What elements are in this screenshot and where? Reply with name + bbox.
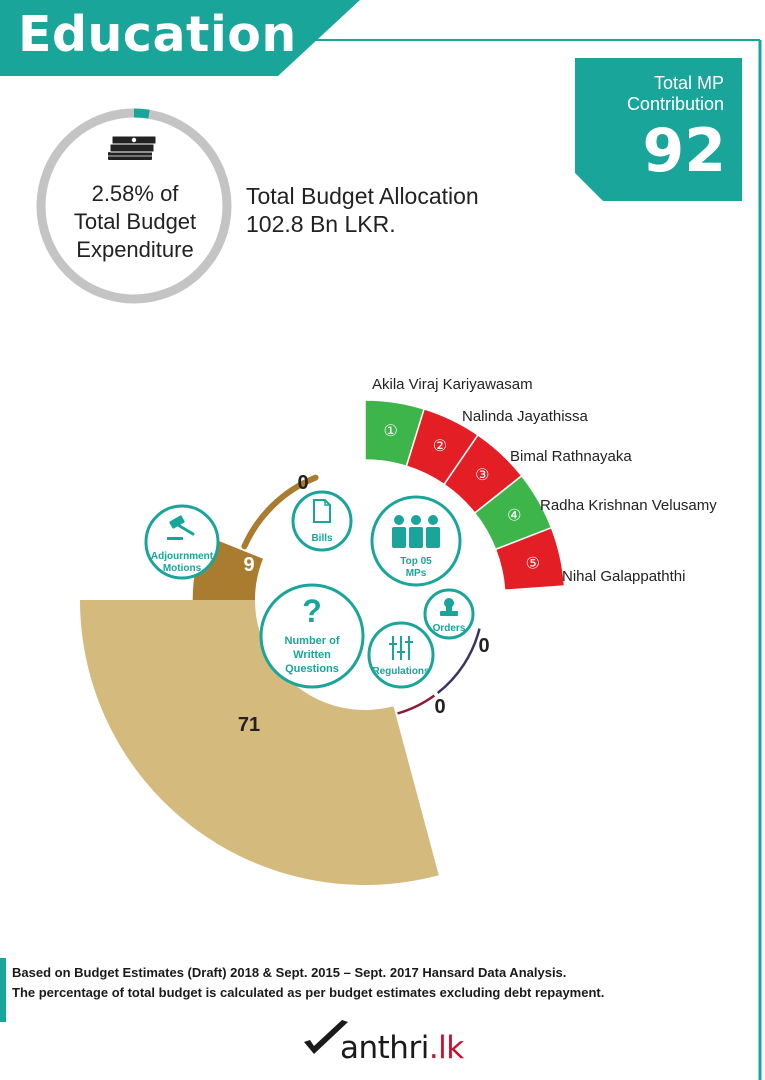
brand-check-icon	[304, 1020, 348, 1054]
sliders-icon	[389, 636, 413, 660]
bills-hub: Bills	[291, 490, 353, 552]
top-mps-hub: Top 05 MPs	[370, 495, 462, 587]
stamp-icon	[440, 598, 458, 616]
footer-note: Based on Budget Estimates (Draft) 2018 &…	[12, 963, 604, 1003]
header-band	[0, 0, 360, 76]
mp-wedge-5	[494, 526, 566, 592]
bills-value-label: 0	[297, 472, 308, 494]
written-questions-hub: ? Number of Written Questions	[259, 583, 365, 689]
document-icon	[313, 499, 331, 523]
budget-percent-line3: Expenditure	[76, 237, 194, 262]
footer-note-line2: The percentage of total budget is calcul…	[12, 985, 605, 1000]
page-title: Education	[18, 6, 297, 63]
mp-contribution-label: Total MP Contribution	[600, 73, 724, 115]
budget-allocation: Total Budget Allocation 102.8 Bn LKR.	[246, 182, 479, 238]
orders-hub-label: Orders	[433, 623, 466, 634]
orders-hub: Orders	[423, 588, 475, 640]
footer-note-line1: Based on Budget Estimates (Draft) 2018 &…	[12, 965, 567, 980]
top-mps-wedges: ① ② ③ ④ ⑤	[364, 399, 566, 592]
question-mark-icon: ?	[302, 593, 322, 629]
mp-rank-1: ①	[384, 423, 398, 440]
mp-contribution-label-line2: Contribution	[626, 94, 724, 114]
written-questions-wedge	[80, 600, 439, 886]
money-stack-icon	[108, 135, 157, 160]
bills-arc	[241, 474, 319, 550]
regulations-arc	[397, 694, 436, 715]
mp-contribution-label-line1: Total MP	[653, 73, 724, 93]
mp-name-1: Akila Viraj Kariyawasam	[372, 376, 533, 393]
brand-logo: anthri.lk	[340, 1030, 464, 1066]
budget-percent-text: 2.58% of Total Budget Expenditure	[60, 180, 210, 264]
questions-value-label: 71	[238, 714, 260, 736]
gavel-icon	[167, 515, 195, 540]
regulations-hub: Regulations	[367, 621, 435, 689]
adjournment-hub-label-1: Adjournment	[151, 551, 214, 562]
mp-contribution-box	[575, 58, 742, 201]
mp-name-3: Bimal Rathnayaka	[510, 448, 632, 465]
brand-logo-suffix: .lk	[428, 1030, 464, 1066]
budget-allocation-line1: Total Budget Allocation	[246, 183, 479, 209]
mp-rank-2: ②	[433, 438, 447, 455]
mp-contribution-value: 92	[642, 116, 727, 186]
budget-ring-fill	[133, 108, 150, 119]
orders-value-label: 0	[478, 635, 489, 657]
mp-name-4: Radha Krishnan Velusamy	[540, 497, 717, 514]
bills-hub-label: Bills	[311, 533, 333, 544]
regulations-value-label: 0	[434, 696, 445, 718]
adjournment-hub-label-2: Motions	[163, 563, 202, 574]
top-mps-hub-label-1: Top 05	[400, 556, 432, 567]
people-group-icon	[392, 515, 440, 548]
brand-logo-main: anthri	[340, 1030, 429, 1066]
mp-rank-4: ④	[507, 508, 521, 525]
budget-allocation-line2: 102.8 Bn LKR.	[246, 211, 396, 237]
orders-arc	[436, 628, 481, 694]
budget-ring	[36, 108, 232, 304]
mp-name-5: Nihal Galappaththi	[562, 568, 685, 585]
written-questions-hub-label-1: Number of	[285, 635, 340, 647]
written-questions-hub-label-3: Questions	[285, 663, 339, 675]
written-questions-hub-label-2: Written	[293, 649, 331, 661]
mp-rank-5: ⑤	[526, 555, 540, 572]
adjournment-hub: Adjournment Motions	[144, 504, 220, 580]
budget-percent-line1: 2.58% of	[91, 181, 179, 206]
top-mps-hub-label-2: MPs	[406, 568, 427, 579]
mp-name-2: Nalinda Jayathissa	[462, 408, 589, 425]
adjournment-value-label: 9	[243, 554, 254, 576]
budget-percent-line2: Total Budget	[73, 209, 197, 234]
mp-rank-3: ③	[475, 467, 489, 484]
regulations-hub-label: Regulations	[372, 666, 430, 677]
